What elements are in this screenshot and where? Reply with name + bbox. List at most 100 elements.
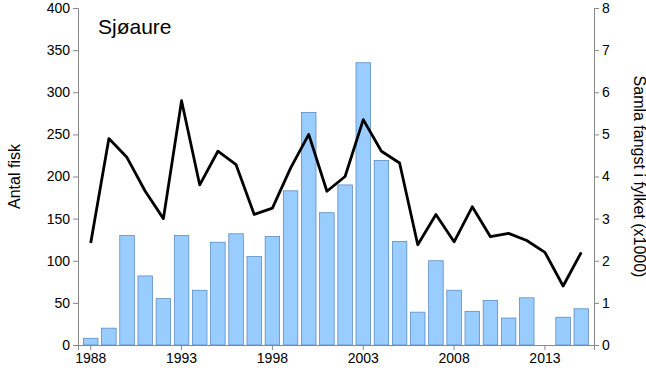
tick-label: 1 xyxy=(602,295,610,311)
axis-line xyxy=(73,9,79,346)
tick: 2008 xyxy=(439,345,470,366)
tick-mark xyxy=(73,303,78,304)
tick-label: 150 xyxy=(47,211,71,227)
tick-label: 300 xyxy=(47,84,71,100)
chart: 1988199319982003200820130501001502002503… xyxy=(0,0,646,377)
tick-mark xyxy=(594,219,599,220)
tick-label: 8 xyxy=(602,0,610,16)
bar xyxy=(501,318,516,345)
tick-label: 0 xyxy=(602,337,610,353)
bar xyxy=(120,235,135,345)
tick: 300 xyxy=(47,84,78,100)
tick: 3 xyxy=(594,211,610,227)
bar xyxy=(83,338,98,345)
tick-label: 0 xyxy=(62,337,70,353)
bar xyxy=(265,236,280,345)
tick-mark xyxy=(594,92,599,93)
tick-mark xyxy=(594,8,599,9)
tick-label: 2013 xyxy=(529,350,560,366)
bar xyxy=(556,317,571,345)
tick-label: 1998 xyxy=(257,350,288,366)
bar xyxy=(283,191,298,345)
bar xyxy=(102,328,117,345)
axis-line xyxy=(595,9,600,346)
tick-label: 50 xyxy=(54,295,70,311)
bar xyxy=(483,300,498,345)
bar xyxy=(156,299,171,345)
tick-label: 350 xyxy=(47,42,71,58)
tick-mark xyxy=(73,92,78,93)
tick-label: 6 xyxy=(602,84,610,100)
bar xyxy=(574,309,589,345)
tick-mark xyxy=(73,219,78,220)
bar xyxy=(229,234,244,345)
bar xyxy=(429,261,444,345)
tick-label: 5 xyxy=(602,126,610,142)
line xyxy=(91,101,582,286)
bar xyxy=(465,311,480,345)
bar xyxy=(320,213,335,345)
y2-axis: 0 1 2 3 4 5 6 7 8 xyxy=(594,0,610,353)
plot-area xyxy=(83,63,588,345)
tick-label: 2008 xyxy=(439,350,470,366)
bar xyxy=(138,276,153,345)
tick-label: 2003 xyxy=(348,350,379,366)
tick-mark xyxy=(594,50,599,51)
bar xyxy=(356,63,371,345)
tick-label: 1988 xyxy=(75,350,106,366)
tick: 200 xyxy=(47,168,78,184)
y-axis: 0 50 100 150 200 250 300 350 400 xyxy=(47,0,79,353)
tick-mark xyxy=(594,177,599,178)
tick-label: 3 xyxy=(602,211,610,227)
tick-label: 250 xyxy=(47,126,71,142)
tick-mark xyxy=(594,134,599,135)
tick-mark xyxy=(594,303,599,304)
tick-mark xyxy=(73,50,78,51)
tick-label: 100 xyxy=(47,253,71,269)
tick: 5 xyxy=(594,126,610,142)
tick-mark xyxy=(73,261,78,262)
x-axis: 1988 1993 1998 2003 2008 2013 xyxy=(75,345,594,366)
bar xyxy=(211,242,226,345)
axis-line xyxy=(79,346,595,351)
tick: 7 xyxy=(594,42,610,58)
tick: 100 xyxy=(47,253,78,269)
tick: 250 xyxy=(47,126,78,142)
bar xyxy=(174,235,189,345)
tick: 400 xyxy=(47,0,78,16)
tick: 2003 xyxy=(348,345,379,366)
tick-label: 400 xyxy=(47,0,71,16)
tick: 6 xyxy=(594,84,610,100)
tick: 8 xyxy=(594,0,610,16)
tick: 150 xyxy=(47,211,78,227)
tick-label: 7 xyxy=(602,42,610,58)
tick-mark xyxy=(73,177,78,178)
tick-mark xyxy=(73,8,78,9)
bar xyxy=(520,298,535,345)
tick-label: 1993 xyxy=(166,350,197,366)
y2-axis-title: Samla fangst i fylket (x1000) xyxy=(631,76,646,278)
tick-label: 4 xyxy=(602,168,610,184)
tick-mark xyxy=(73,345,78,346)
tick: 1998 xyxy=(257,345,288,366)
tick: 4 xyxy=(594,168,610,184)
tick-label: 2 xyxy=(602,253,610,269)
tick: 350 xyxy=(47,42,78,58)
title: Sjøaure xyxy=(98,15,172,38)
tick-label: 200 xyxy=(47,168,71,184)
tick-mark xyxy=(594,261,599,262)
bar xyxy=(410,312,425,345)
tick: 1988 xyxy=(75,345,106,366)
y-axis-title: Antal fisk xyxy=(6,143,23,209)
tick: 2 xyxy=(594,253,610,269)
bar xyxy=(247,257,262,345)
tick: 1993 xyxy=(166,345,197,366)
bar xyxy=(192,290,207,345)
bar xyxy=(338,185,353,345)
bar xyxy=(447,290,462,345)
tick: 0 xyxy=(62,337,78,353)
tick-mark xyxy=(73,134,78,135)
tick-mark xyxy=(594,345,599,346)
tick: 50 xyxy=(54,295,78,311)
tick: 2013 xyxy=(529,345,560,366)
